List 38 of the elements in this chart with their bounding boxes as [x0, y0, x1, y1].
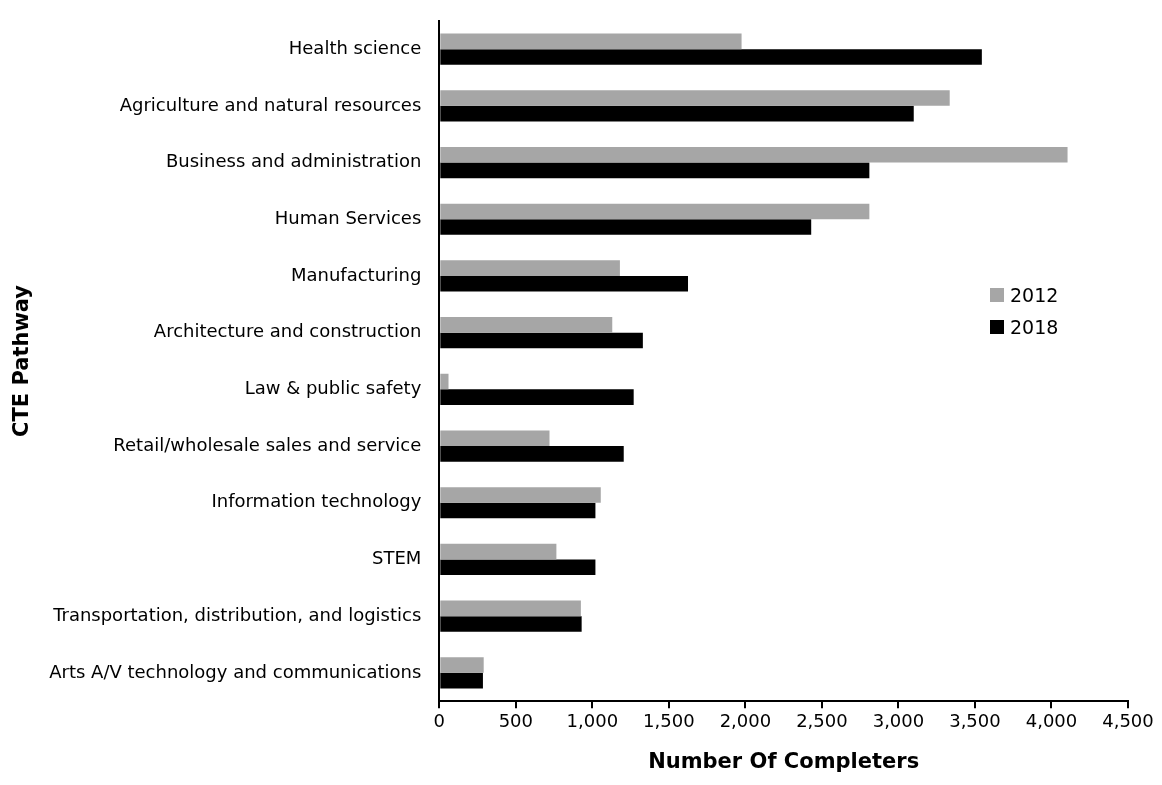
y-tick-label: Manufacturing [290, 263, 422, 285]
x-tick-label: 2,000 [719, 709, 772, 731]
y-tick-label: Business and administration [165, 150, 422, 172]
x-tick-label: 3,000 [872, 709, 925, 731]
bar [440, 373, 449, 390]
x-tick-label: 0 [433, 709, 446, 731]
bar [440, 430, 550, 447]
x-axis-title: Number Of Completers [648, 748, 920, 773]
x-tick-label: 500 [498, 709, 534, 731]
bar [440, 90, 950, 106]
bar [440, 600, 581, 617]
bar [440, 317, 613, 333]
y-tick-label: Law & public safety [244, 377, 422, 399]
x-tick-label: 3,500 [949, 709, 1001, 731]
bar [440, 33, 742, 50]
x-tick-label: 1,000 [566, 709, 619, 731]
bar [440, 146, 1068, 163]
bar [440, 657, 484, 673]
y-tick-label: Health science [288, 36, 422, 58]
x-tick-label: 4,500 [1102, 709, 1154, 731]
x-tick-label: 2,500 [796, 709, 848, 731]
y-tick-label: STEM [371, 547, 422, 569]
legend-label: 2018 [1010, 315, 1059, 340]
bar [440, 260, 620, 276]
y-tick-label: Human Services [274, 206, 422, 228]
y-tick-label: Retail/wholesale sales and service [113, 433, 422, 455]
y-tick-label: Architecture and construction [153, 320, 422, 342]
bar [440, 543, 557, 560]
x-tick-label: 4,000 [1025, 709, 1078, 731]
bar [440, 203, 870, 220]
y-axis-title: CTE Pathway [9, 284, 34, 437]
y-tick-label: Information technology [211, 490, 422, 512]
y-tick-label: Transportation, distribution, and logistics [52, 603, 422, 625]
x-tick-label: 1,500 [643, 709, 695, 731]
bar [440, 487, 601, 503]
y-tick-label: Arts A/V technology and communications [49, 660, 422, 682]
y-tick-label: Agriculture and natural resources [119, 93, 422, 115]
legend-label: 2012 [1010, 283, 1059, 308]
